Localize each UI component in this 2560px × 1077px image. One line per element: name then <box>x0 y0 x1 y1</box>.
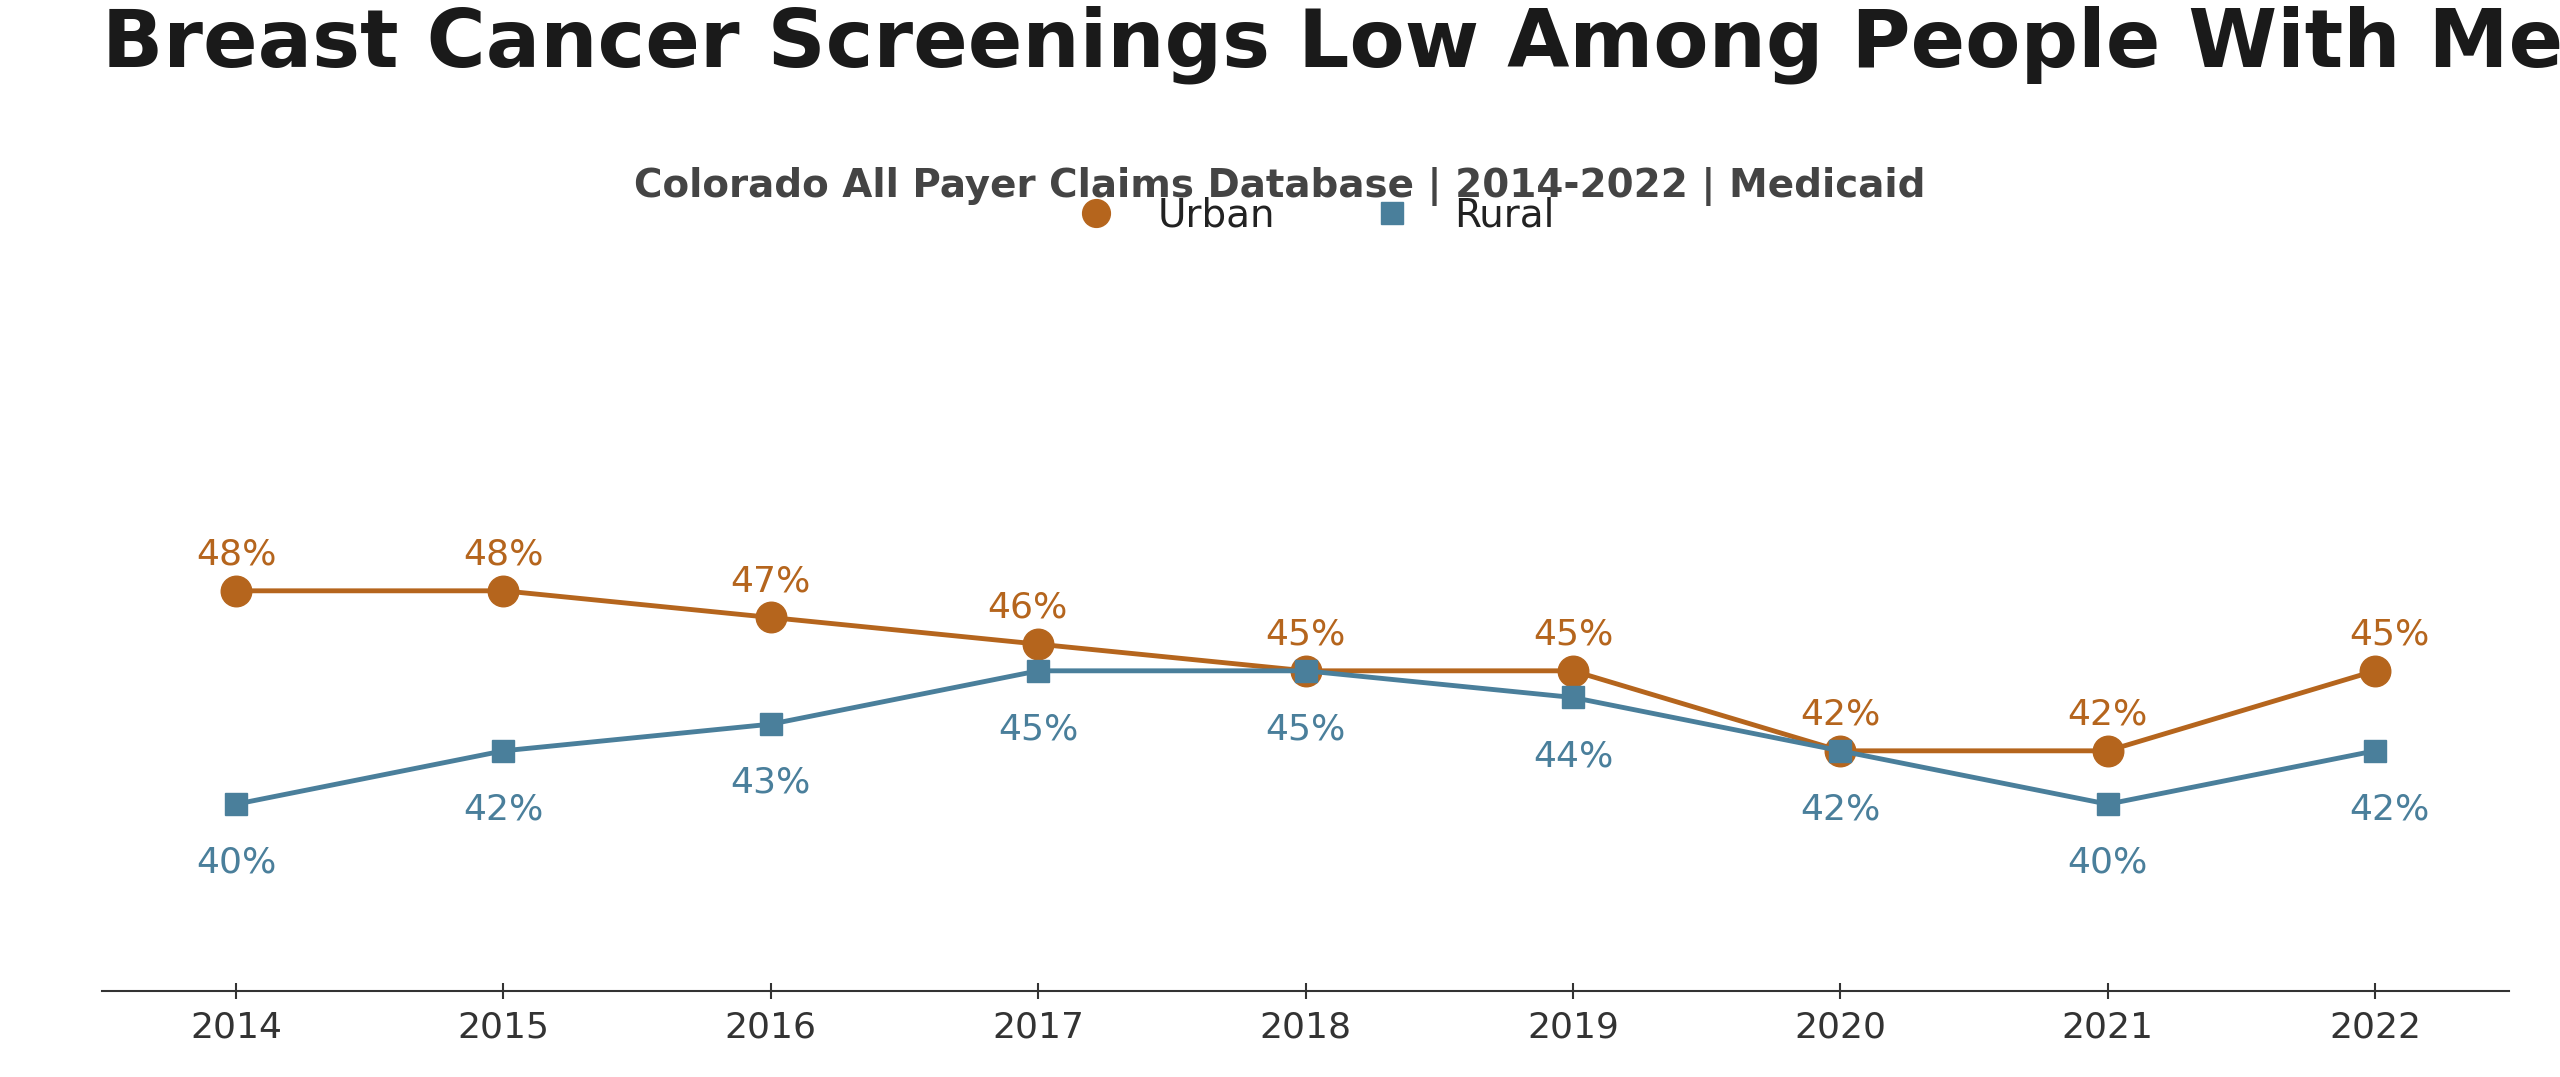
Rural <box>1290 665 1321 677</box>
Text: 46%: 46% <box>988 590 1068 625</box>
Urban <box>1825 744 1856 757</box>
Text: 44%: 44% <box>1533 739 1613 773</box>
Urban <box>2360 665 2391 677</box>
Rural <box>489 744 520 757</box>
Rural <box>1556 691 1587 704</box>
Text: 45%: 45% <box>998 713 1078 746</box>
Text: 42%: 42% <box>463 793 543 826</box>
Legend: Urban, Rural: Urban, Rural <box>1042 181 1569 251</box>
Urban <box>2092 744 2122 757</box>
Text: 45%: 45% <box>2350 617 2429 652</box>
Text: 48%: 48% <box>195 537 276 572</box>
Urban <box>489 585 520 598</box>
Rural <box>220 798 251 811</box>
Text: Breast Cancer Screenings Low Among People With Medicaid: Breast Cancer Screenings Low Among Peopl… <box>102 5 2560 84</box>
Urban <box>755 611 786 624</box>
Text: 42%: 42% <box>2350 793 2429 826</box>
Text: 48%: 48% <box>463 537 543 572</box>
Text: 45%: 45% <box>1265 713 1347 746</box>
Text: 45%: 45% <box>1533 617 1613 652</box>
Urban <box>1556 665 1587 677</box>
Text: 42%: 42% <box>2068 698 2148 731</box>
Text: 47%: 47% <box>730 564 812 598</box>
Urban <box>220 585 251 598</box>
Rural <box>2360 744 2391 757</box>
Urban <box>1290 665 1321 677</box>
Rural <box>1024 665 1055 677</box>
Rural <box>2092 798 2122 811</box>
Text: 40%: 40% <box>2068 845 2148 880</box>
Line: Rural: Rural <box>225 660 2386 815</box>
Text: Colorado All Payer Claims Database | 2014-2022 | Medicaid: Colorado All Payer Claims Database | 201… <box>635 167 1925 206</box>
Text: 42%: 42% <box>1800 793 1882 826</box>
Text: 40%: 40% <box>197 845 276 880</box>
Urban <box>1024 638 1055 651</box>
Text: 42%: 42% <box>1800 698 1882 731</box>
Rural <box>1825 744 1856 757</box>
Text: 45%: 45% <box>1265 617 1347 652</box>
Text: 43%: 43% <box>730 766 812 800</box>
Line: Urban: Urban <box>220 575 2391 766</box>
Rural <box>755 717 786 730</box>
